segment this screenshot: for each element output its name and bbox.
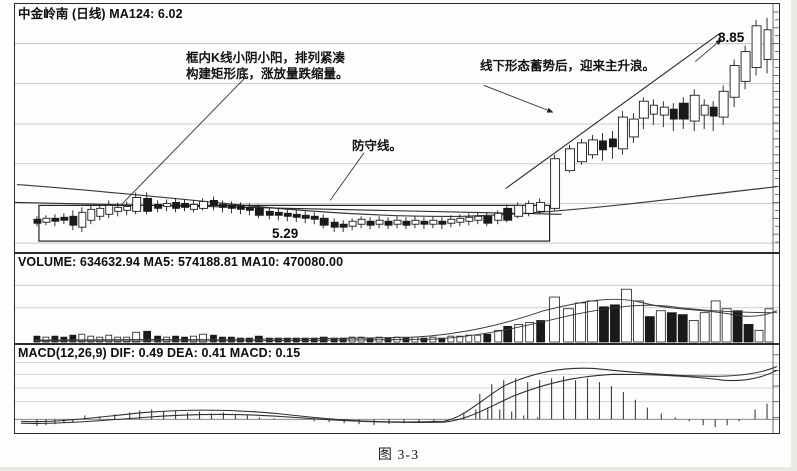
volume-chart-panel[interactable]: [14, 253, 780, 344]
price-gridlines: [15, 43, 779, 244]
rally-note-line1: 线下形态蓄势后，迎来主升浪。: [480, 59, 656, 73]
leader-price-target: [694, 39, 722, 62]
price-axis-tickmarks: [773, 11, 779, 243]
macd-dea-line: [20, 369, 778, 424]
defense-note-line1: 防守线。: [352, 139, 403, 153]
macd-chart-panel[interactable]: [14, 344, 780, 434]
annotation-leaders: [120, 39, 722, 206]
volume-gridlines: [15, 284, 779, 309]
defense-line: [15, 201, 562, 215]
volume-bars: [33, 288, 774, 343]
macd-chart-canvas: [15, 345, 779, 433]
macd-panel-header: MACD(12,26,9) DIF: 0.49 DEA: 0.41 MACD: …: [18, 346, 301, 360]
price-chart-panel[interactable]: [14, 3, 780, 253]
figure-caption: 图 3-3: [377, 448, 420, 463]
box-consolidation-note: 框内K线小阴小阳，排列紧凑 构建矩形底，涨放量跌缩量。: [186, 50, 349, 82]
box-note-line2: 构建矩形底，涨放量跌缩量。: [186, 67, 349, 81]
volume-ma10-line: [34, 304, 778, 342]
candles-consolidation: [33, 192, 546, 233]
leader-defense-note: [329, 152, 365, 201]
box-note-line1: 框内K线小阴小阳，排列紧凑: [186, 51, 346, 65]
volume-ma5-line: [34, 298, 778, 341]
volume-chart-canvas: [15, 254, 779, 343]
page-edge-bottom: [0, 467, 797, 471]
ma124-line: [16, 183, 778, 218]
support-price-label: 5.29: [272, 226, 299, 241]
macd-axis-tickmarks: [773, 354, 779, 418]
leader-rally-note: [483, 84, 554, 113]
target-price-label: 8.85: [718, 30, 745, 45]
page-edge-right: [791, 0, 797, 471]
leader-box-note: [120, 76, 247, 206]
main-rally-note: 线下形态蓄势后，迎来主升浪。: [480, 58, 655, 74]
volume-panel-header: VOLUME: 634632.94 MA5: 574188.81 MA10: 4…: [18, 255, 344, 269]
macd-dif-line: [20, 366, 778, 423]
macd-gridlines: [15, 362, 779, 403]
defense-line-note: 防守线。: [352, 138, 402, 154]
candles-rally: [550, 17, 772, 211]
uptrend-line: [505, 33, 720, 189]
price-panel-header: 中金岭南 (日线) MA124: 6.02: [18, 7, 183, 21]
price-chart-canvas: [15, 4, 779, 252]
